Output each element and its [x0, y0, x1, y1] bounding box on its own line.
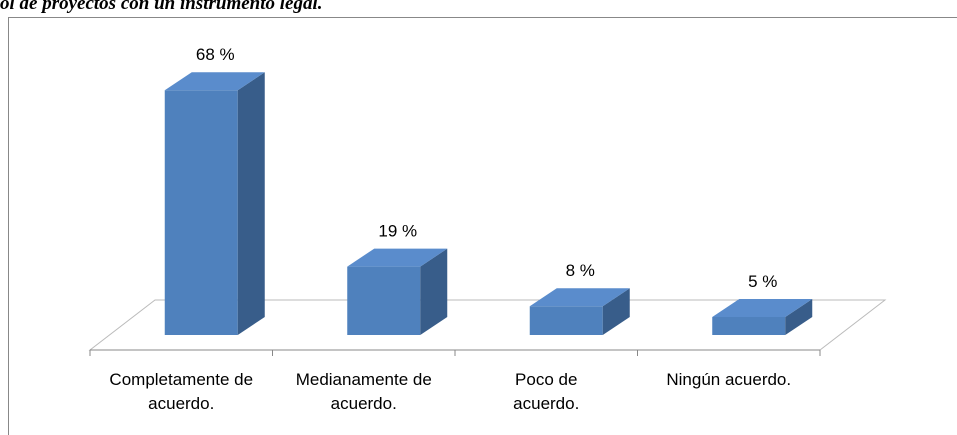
plot-frame	[8, 17, 957, 435]
value-label: 68 %	[196, 45, 235, 64]
bar-top	[347, 248, 448, 267]
x-tick-label: Ningún acuerdo.	[666, 370, 792, 389]
bar-top	[164, 72, 265, 91]
bar-side	[420, 248, 448, 335]
value-label: 5 %	[748, 272, 777, 291]
x-tick-label: Completamente de acuerdo.	[109, 370, 254, 413]
value-label: 19 %	[378, 222, 417, 241]
x-tick-label: Medianamente de acuerdo.	[295, 370, 432, 413]
bar-front	[347, 266, 421, 335]
bar-side	[237, 72, 265, 335]
x-tick-label: Poco de acuerdo.	[513, 370, 580, 413]
bar-top	[529, 288, 630, 307]
bar	[529, 288, 630, 335]
bar	[712, 299, 813, 335]
bar	[347, 248, 448, 335]
chart-title: ol de proyectos con un instrumento legal…	[0, 0, 323, 14]
bar-front	[529, 306, 603, 335]
bar-side	[785, 299, 813, 335]
bar-front	[164, 90, 238, 335]
bar-front	[712, 317, 786, 335]
bar-side	[602, 288, 630, 335]
value-label: 8 %	[566, 261, 595, 280]
bar-top	[712, 299, 813, 317]
bar	[164, 72, 265, 335]
